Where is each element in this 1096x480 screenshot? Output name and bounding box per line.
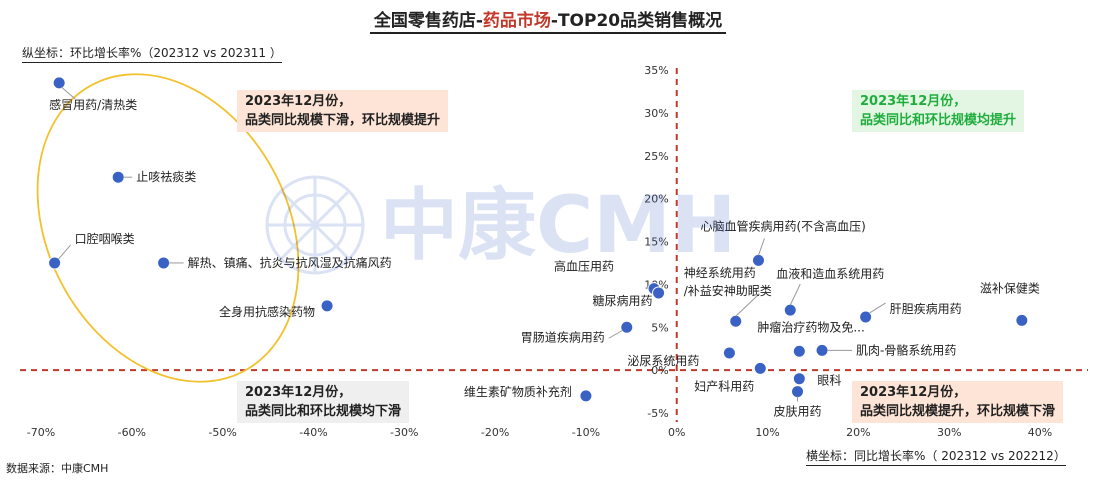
data-point (157, 256, 171, 270)
point-label: 妇产科用药 (694, 379, 754, 393)
point-label: 血液和造血系统用药 (776, 266, 884, 281)
data-point (751, 253, 765, 267)
x-tick-label: 40% (1028, 426, 1052, 439)
point-label: 维生素矿物质补充剂 (464, 384, 572, 399)
x-tick-label: 20% (846, 426, 870, 439)
x-tick-label: -40% (299, 426, 327, 439)
axis-layer: -70% -60% -50% -40% -30% -20% -10% 0% 10% 20% 30% 4… (20, 64, 1088, 439)
point-labels-layer: 感冒用药/清热类止咳祛痰类口腔咽喉类解热、镇痛、抗炎与抗风湿及抗痛风药全身用抗感… (49, 86, 1040, 419)
data-point (753, 361, 767, 375)
y-tick-label: 25% (644, 150, 668, 163)
leader-line (58, 244, 72, 260)
quadrant-bottom-right-line1: 2023年12月份， (860, 385, 967, 400)
data-point (792, 372, 806, 386)
y-tick-label: 35% (644, 64, 668, 77)
title-part1: 全国零售药店- (373, 11, 483, 31)
data-point (792, 344, 806, 358)
leader-line (608, 329, 624, 339)
point-label: /补益安神助眠类 (684, 283, 772, 298)
quadrant-top-right-box: 2023年12月份， 品类同比和环比规模均提升 (852, 90, 1025, 132)
x-tick-label: -30% (390, 426, 418, 439)
data-point (729, 314, 743, 328)
x-axis-label: 横坐标：同比增长率%（ 202312 vs 202212） (806, 447, 1066, 466)
point-label: 感冒用药/清热类 (49, 97, 137, 112)
x-tick-label: 0% (668, 426, 685, 439)
x-tick-label: 10% (755, 426, 779, 439)
quadrant-bottom-right-line2: 品类同比规模提升，环比规模下滑 (860, 404, 1056, 419)
quadrant-top-left-line1: 2023年12月份， (245, 94, 352, 109)
data-point (1015, 313, 1029, 327)
chart-title: 全国零售药店-药品市场-TOP20品类销售概况 (0, 6, 1096, 34)
point-label: 高血压用药 (554, 259, 614, 274)
data-point (815, 343, 829, 357)
point-label: 滋补保健类 (980, 281, 1040, 295)
point-label: 止咳祛痰类 (136, 169, 196, 184)
point-label: 肝胆疾病用药 (890, 301, 962, 316)
title-part2: 药品市场 (482, 11, 551, 31)
y-axis-label: 纵坐标：环比增长率%（202312 vs 202311 ） (22, 44, 282, 63)
leader-line (757, 238, 765, 256)
y-tick-label: 30% (644, 107, 668, 120)
data-point (652, 286, 666, 300)
quadrant-bottom-right-box: 2023年12月份， 品类同比规模提升，环比规模下滑 (852, 381, 1064, 423)
point-label: 心脑血管疾病用药(不含高血压) (700, 218, 865, 233)
points-layer (48, 76, 1029, 403)
x-tick-label: 30% (937, 426, 961, 439)
data-point (791, 385, 805, 399)
y-tick-label: 20% (644, 193, 668, 206)
leader-line (60, 86, 76, 100)
quadrant-top-left-line2: 品类同比规模下滑，环比规模提升 (245, 113, 441, 128)
point-label: 眼科 (817, 374, 841, 388)
point-label: 皮肤用药 (774, 404, 822, 419)
highlight-ellipse-layer (36, 73, 300, 383)
data-point (620, 320, 634, 334)
highlight-ellipse (36, 73, 300, 383)
data-point (722, 346, 736, 360)
y-tick-label: -5% (647, 407, 668, 420)
quadrant-top-left-box: 2023年12月份， 品类同比规模下滑，环比规模提升 (237, 90, 449, 132)
point-label: 肿瘤治疗药物及免... (757, 319, 864, 334)
leader-line (789, 283, 801, 306)
quadrant-bottom-left-line1: 2023年12月份， (245, 385, 352, 400)
point-label: 糖尿病用药 (593, 293, 653, 308)
x-tick-label: -60% (118, 426, 146, 439)
quadrant-bottom-left-line2: 品类同比和环比规模均下滑 (245, 404, 402, 419)
quadrant-bottom-left-box: 2023年12月份， 品类同比和环比规模均下滑 (237, 381, 410, 423)
y-tick-label: 5% (651, 321, 668, 334)
x-tick-label: -10% (572, 426, 600, 439)
point-label: 神经系统用药 (684, 266, 756, 280)
x-tick-label: -70% (27, 426, 55, 439)
point-label: 口腔咽喉类 (75, 231, 135, 246)
leader-line (735, 294, 759, 317)
point-label: 全身用抗感染药物 (219, 304, 315, 319)
y-tick-label: 0% (651, 364, 668, 377)
data-point (111, 170, 125, 184)
leader-line (869, 302, 886, 314)
data-point (48, 256, 62, 270)
point-label: 泌尿系统用药 (627, 354, 699, 368)
y-tick-label: 15% (644, 236, 668, 249)
data-point (579, 389, 593, 403)
data-point (52, 76, 66, 90)
quadrant-top-right-line2: 品类同比和环比规模均提升 (860, 113, 1017, 128)
x-tick-label: -20% (481, 426, 509, 439)
quadrant-top-right-line1: 2023年12月份， (860, 94, 967, 109)
title-part3: -TOP20品类销售概况 (550, 11, 723, 31)
data-point (320, 299, 334, 313)
data-source: 数据来源：中康CMH (6, 462, 109, 475)
data-point (783, 303, 797, 317)
point-label: 肌肉-骨骼系统用药 (856, 342, 956, 357)
point-label: 解热、镇痛、抗炎与抗风湿及抗痛风药 (188, 255, 392, 270)
data-point (859, 310, 873, 324)
x-tick-label: -50% (208, 426, 236, 439)
point-label: 胃肠道疾病用药 (521, 329, 605, 344)
